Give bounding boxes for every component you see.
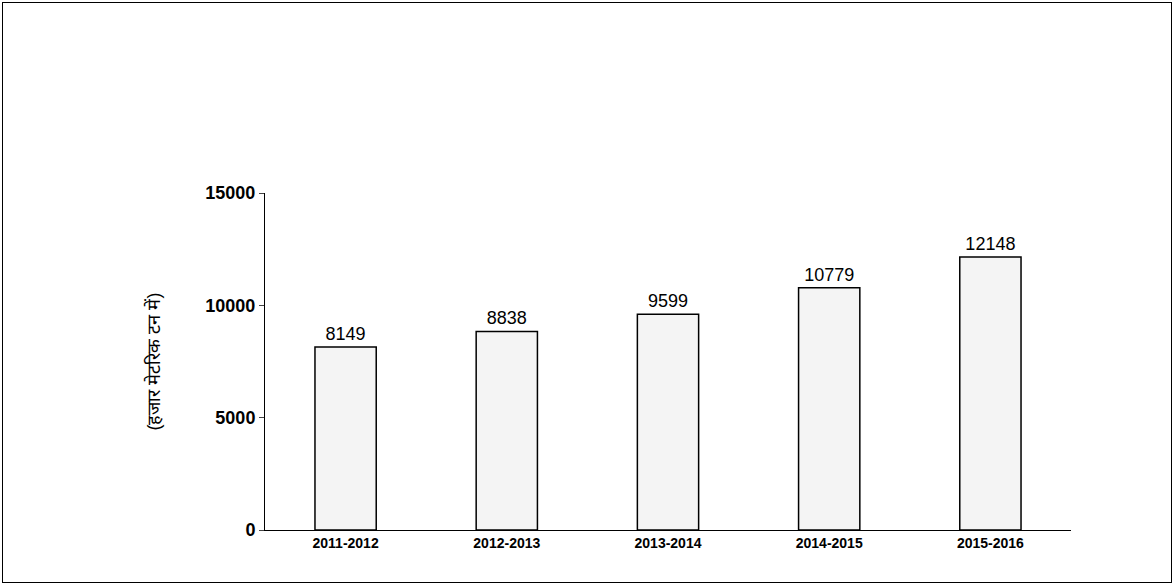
svg-text:2015-2016: 2015-2016 <box>957 535 1024 551</box>
svg-text:5000: 5000 <box>215 408 255 428</box>
svg-text:2013-2014: 2013-2014 <box>635 535 702 551</box>
svg-text:15000: 15000 <box>205 183 255 203</box>
svg-text:(हजार मेटरिक टन में): (हजार मेटरिक टन में) <box>143 293 164 431</box>
svg-text:12148: 12148 <box>965 234 1015 254</box>
svg-text:10000: 10000 <box>205 296 255 316</box>
svg-text:0: 0 <box>245 520 255 540</box>
svg-text:8149: 8149 <box>326 324 366 344</box>
svg-text:2014-2015: 2014-2015 <box>796 535 863 551</box>
svg-text:10779: 10779 <box>804 265 854 285</box>
svg-text:2012-2013: 2012-2013 <box>473 535 540 551</box>
svg-text:2011-2012: 2011-2012 <box>313 535 379 551</box>
svg-text:9599: 9599 <box>648 291 688 311</box>
svg-text:8838: 8838 <box>487 308 527 328</box>
